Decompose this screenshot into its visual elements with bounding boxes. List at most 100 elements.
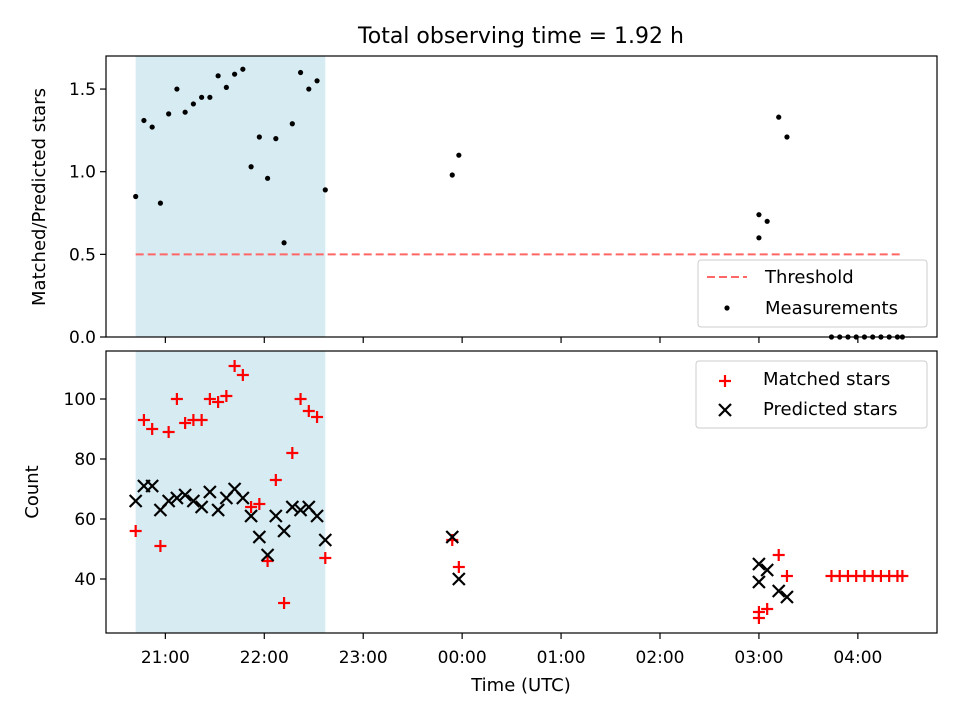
x-tick-label: 21:00 [141,648,190,668]
predicted-star-point [203,485,217,499]
matched-star-point [278,597,291,609]
ratio-legend-box [697,259,928,328]
ratio-legend: Threshold Measurements [697,259,928,328]
x-tick-label: 01:00 [537,648,586,668]
measurement-point [215,73,221,79]
count-panel: 40 60 80 100 21:00 22:00 23:00 00:00 01:00 02:00 0… [22,350,938,696]
x-tick-label: 23:00 [339,648,388,668]
matched-star-point [311,411,324,423]
measurement-point [141,117,147,124]
measurement-point [456,152,462,158]
predicted-star-point [293,503,308,517]
matched-star-point [269,474,282,486]
matched-star-point [146,423,159,435]
matched-star-point [129,525,142,537]
matched-star-point [452,561,465,573]
predicted-star-point [445,530,460,544]
ratio-y-axis-label: Matched/Predicted stars [29,88,50,306]
matched-star-point [896,570,909,582]
matched-star-point [236,369,249,381]
predicted-star-point [260,548,275,562]
count-y-tick-label: 100 [64,390,96,410]
predicted-star-point [269,509,283,523]
measurement-point [289,121,295,127]
x-tick-label: 02:00 [636,648,685,668]
legend-threshold-label: Threshold [764,267,854,288]
measurement-point [232,71,238,77]
predicted-star-point [310,509,324,523]
matched-star-point [212,396,225,408]
legend-measurements-label: Measurements [765,298,898,319]
ratio-panel-frame [105,55,938,338]
legend-predicted-label: Predicted stars [763,399,897,420]
measurement-point [264,175,271,181]
predicted-star-point [145,479,159,493]
ratio-y-tick-label: 1.5 [69,80,96,100]
measurement-point [256,134,262,140]
matched-star-point [319,552,332,564]
predicted-star-point [752,557,766,571]
measurement-point [223,84,229,91]
measurement-point [322,187,328,193]
predicted-star-point [128,494,143,508]
count-y-axis-label: Count [22,465,43,518]
matched-star-point [761,603,774,615]
measurement-point [306,86,312,92]
ratio-y-tick-label: 1.0 [69,163,96,183]
matched-star-point [780,570,793,582]
matched-star-point [228,360,241,372]
count-y-tick-label: 40 [74,570,96,590]
x-tick-label: 03:00 [734,648,783,668]
predicted-star-point [244,509,258,523]
legend-matched-label: Matched stars [763,369,890,390]
measurement-point [449,172,455,178]
measurement-point [133,193,139,200]
legend-matched-swatch [719,375,731,387]
measurement-point [784,134,790,140]
predicted-star-point [186,494,201,508]
count-legend-box [695,360,928,429]
measurement-point [182,109,188,115]
ratio-y-tick-label: 0.0 [69,328,96,348]
measurement-point [240,66,246,72]
predicted-star-point [752,575,766,589]
predicted-star-point [194,500,209,514]
measurement-point [174,86,180,92]
predicted-star-point [452,572,466,586]
ratio-y-tick-label: 0.5 [69,245,96,265]
matched-star-point [203,393,216,405]
count-y-tick-label: 60 [74,510,96,530]
matched-star-point [752,606,765,618]
ratio-panel: 0.0 0.5 1.0 1.5 Total observing time = 1.92… [29,24,938,348]
predicted-star-point [236,491,250,505]
matched-star-point [154,540,167,552]
predicted-star-point [318,533,333,547]
measurement-point [199,94,205,100]
predicted-star-point [285,500,300,514]
matched-star-point [195,414,208,426]
x-tick-label: 00:00 [438,648,487,668]
measurement-point [281,240,287,246]
count-legend: Matched stars Predicted stars [695,360,928,429]
measurement-point [273,136,279,142]
measurement-point [297,69,304,76]
ratio-observing-window [135,56,326,337]
predicted-star-point [211,503,225,517]
count-panel-frame [105,350,938,634]
matched-star-point [220,390,233,402]
matched-star-point [302,405,315,417]
measurement-point [764,218,770,224]
matched-star-point [253,498,266,510]
predicted-star-point [161,494,176,508]
matched-star-point [162,426,175,438]
matched-star-point [261,555,274,567]
measurement-point [314,78,320,84]
measurement-point [166,111,172,117]
matched-star-point [294,393,307,405]
predicted-star-point [178,488,192,502]
matched-star-point [170,393,183,405]
x-axis-label: Time (UTC) [470,675,571,696]
measurement-point [149,124,155,130]
measurement-point [248,164,254,170]
